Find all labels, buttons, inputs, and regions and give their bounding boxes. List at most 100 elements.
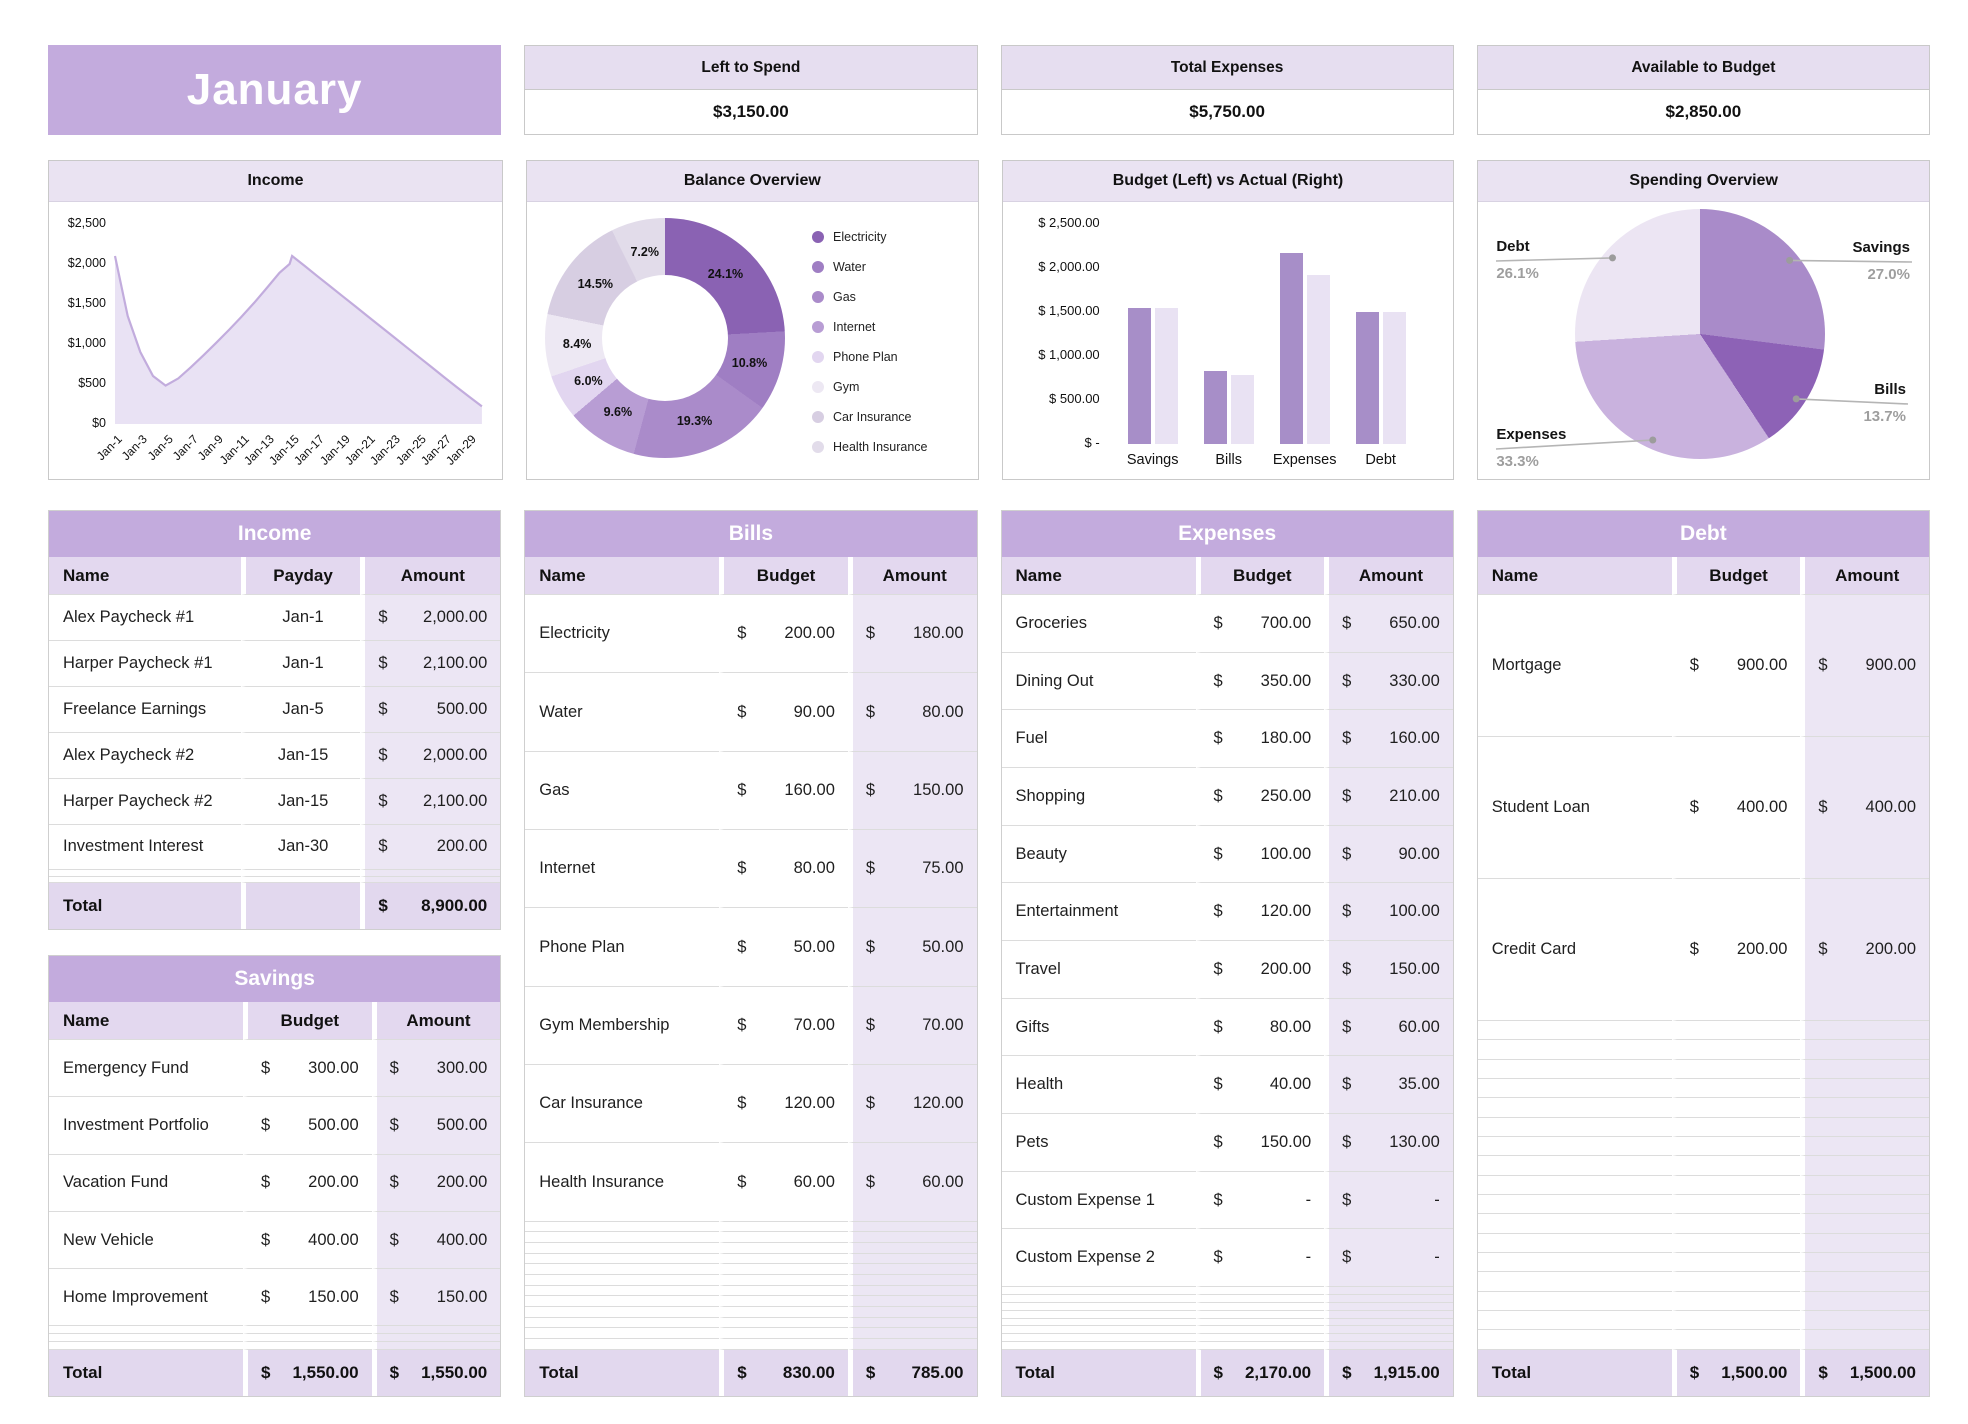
cell-name[interactable]: Entertainment [1001,883,1196,942]
cell-name[interactable]: Vacation Fund [49,1155,244,1212]
cell-name[interactable] [1477,1098,1672,1118]
cell-amount[interactable] [847,1275,977,1286]
cell-name[interactable] [525,1339,720,1350]
cell-name[interactable] [49,870,241,877]
cell-name[interactable]: Student Loan [1477,737,1672,879]
cell-budget[interactable] [1671,1291,1801,1312]
cell-budget[interactable]: $350.00 [1195,652,1325,711]
cell-budget[interactable]: $70.00 [719,986,848,1066]
cell-budget[interactable]: $500.00 [243,1097,372,1155]
cell-amount[interactable]: $2,000.00 [360,732,501,779]
cell-amount[interactable]: $200.00 [1800,878,1929,1021]
cell-name[interactable]: Health Insurance [525,1143,720,1222]
cell-amount[interactable] [371,1334,501,1343]
cell-budget[interactable]: $900.00 [1671,595,1801,737]
cell-amount[interactable]: $900.00 [1800,595,1929,737]
cell-budget[interactable] [719,1264,848,1276]
cell-amount[interactable] [1324,1318,1453,1327]
cell-budget[interactable]: $250.00 [1195,768,1325,826]
cell-name[interactable] [525,1275,720,1286]
cell-name[interactable]: Emergency Fund [49,1040,244,1098]
cell-budget[interactable] [1671,1078,1801,1099]
cell-amount[interactable] [1800,1194,1929,1215]
cell-name[interactable] [1001,1295,1196,1303]
cell-budget[interactable] [1671,1330,1801,1350]
cell-budget[interactable] [1671,1194,1801,1215]
cell-budget[interactable] [719,1307,848,1318]
cell-budget[interactable]: $200.00 [243,1154,372,1212]
cell-amount[interactable] [1800,1252,1929,1273]
cell-name[interactable] [49,877,241,883]
cell-name[interactable] [1477,1137,1672,1157]
cell-amount[interactable]: $400.00 [371,1211,501,1270]
cell-amount[interactable]: $500.00 [360,686,501,733]
cell-budget[interactable] [243,1326,372,1335]
cell-name[interactable]: Alex Paycheck #2 [49,733,241,779]
cell-name[interactable] [1477,1079,1672,1099]
cell-budget[interactable]: $200.00 [1671,878,1801,1021]
cell-payday[interactable] [240,870,361,877]
cell-budget[interactable] [719,1232,848,1244]
cell-name[interactable]: Health [1001,1056,1196,1115]
cell-budget[interactable] [719,1253,848,1265]
cell-budget[interactable] [1671,1272,1801,1292]
cell-budget[interactable]: $180.00 [1195,710,1325,769]
cell-name[interactable] [1477,1040,1672,1060]
cell-name[interactable]: Mortgage [1477,595,1672,737]
cell-name[interactable] [1001,1334,1196,1343]
cell-budget[interactable]: $120.00 [719,1065,848,1144]
cell-name[interactable] [1001,1326,1196,1335]
cell-amount[interactable] [1800,1156,1929,1176]
cell-amount[interactable] [1800,1330,1929,1350]
cell-budget[interactable]: $700.00 [1195,595,1325,653]
cell-name[interactable]: Phone Plan [525,908,720,987]
cell-name[interactable]: Fuel [1001,710,1196,769]
cell-name[interactable]: Harper Paycheck #1 [49,641,241,687]
cell-amount[interactable] [847,1296,977,1308]
cell-name[interactable] [49,1342,244,1350]
cell-name[interactable]: Freelance Earnings [49,687,241,733]
cell-name[interactable]: Credit Card [1477,879,1672,1021]
cell-name[interactable]: Custom Expense 2 [1001,1229,1196,1288]
cell-budget[interactable]: $ - [1195,1229,1325,1288]
cell-budget[interactable]: $60.00 [719,1143,848,1222]
cell-amount[interactable]: $200.00 [371,1154,501,1212]
cell-budget[interactable]: $160.00 [719,751,848,831]
cell-amount[interactable]: $60.00 [1324,998,1453,1057]
cell-budget[interactable]: $400.00 [243,1211,372,1270]
cell-budget[interactable] [719,1243,848,1254]
cell-payday[interactable] [240,876,361,883]
cell-name[interactable]: Custom Expense 1 [1001,1172,1196,1230]
cell-amount[interactable] [847,1221,977,1233]
cell-payday[interactable]: Jan-5 [240,686,361,733]
cell-amount[interactable]: $35.00 [1324,1056,1453,1115]
cell-budget[interactable] [719,1285,848,1297]
cell-name[interactable]: Gifts [1001,999,1196,1057]
cell-amount[interactable] [1800,1291,1929,1312]
cell-amount[interactable] [1800,1078,1929,1099]
cell-name[interactable]: Investment Interest [49,825,241,871]
cell-name[interactable] [525,1318,720,1329]
cell-budget[interactable]: $40.00 [1195,1056,1325,1115]
cell-name[interactable]: Water [525,673,720,752]
cell-amount[interactable] [1324,1302,1453,1311]
cell-amount[interactable] [847,1317,977,1329]
cell-amount[interactable]: $330.00 [1324,652,1453,711]
cell-payday[interactable]: Jan-15 [240,732,361,779]
cell-budget[interactable] [1195,1334,1325,1343]
cell-name[interactable]: Gym Membership [525,987,720,1066]
cell-amount[interactable]: $90.00 [1324,825,1453,884]
cell-name[interactable] [49,1326,244,1335]
cell-amount[interactable] [1800,1311,1929,1331]
cell-payday[interactable]: Jan-30 [240,824,361,871]
cell-amount[interactable] [847,1328,977,1340]
cell-amount[interactable] [1800,1175,1929,1195]
cell-budget[interactable]: $80.00 [719,830,848,909]
cell-payday[interactable]: Jan-1 [240,640,361,687]
cell-name[interactable]: Home Improvement [49,1269,244,1327]
cell-budget[interactable]: $80.00 [1195,998,1325,1057]
cell-name[interactable] [1477,1292,1672,1312]
cell-name[interactable]: Pets [1001,1114,1196,1172]
cell-budget[interactable] [1671,1214,1801,1234]
cell-name[interactable] [1001,1303,1196,1311]
